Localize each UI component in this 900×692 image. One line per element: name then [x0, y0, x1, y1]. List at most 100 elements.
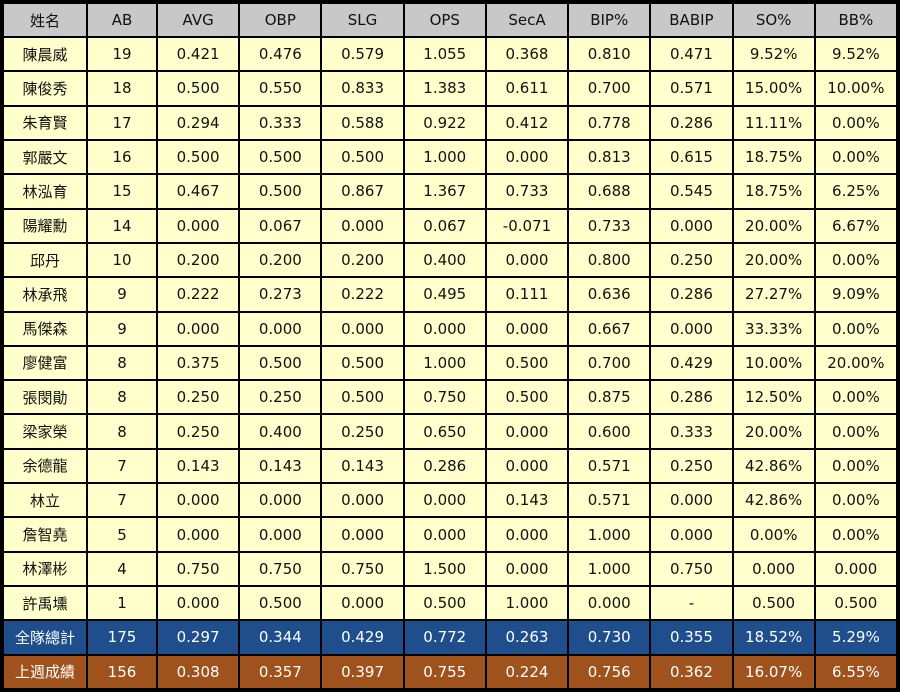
stat-cell: 0.750 [240, 552, 321, 585]
name-cell: 朱育賢 [4, 106, 86, 139]
stat-cell: 0.00% [815, 518, 896, 551]
stat-cell: 0.700 [569, 346, 650, 380]
name-cell: 陽耀勳 [4, 209, 86, 242]
stat-cell: 0.200 [158, 243, 239, 277]
stat-cell: 0.429 [651, 346, 732, 380]
stat-cell: 0.067 [240, 209, 321, 242]
stat-cell: 0.000 [486, 518, 568, 551]
stat-cell: 0.500 [815, 587, 896, 620]
stat-cell: 0.875 [569, 381, 650, 414]
stat-cell: 1.383 [404, 72, 485, 105]
stat-cell: 0.650 [404, 415, 485, 448]
stat-cell: 0.000 [322, 209, 403, 242]
stat-cell: 0.813 [569, 140, 650, 174]
stat-cell: 0.143 [240, 449, 321, 483]
stat-cell: 0.667 [569, 312, 650, 345]
stat-cell: 0.500 [240, 140, 321, 174]
stat-cell: 0.755 [404, 655, 485, 688]
stat-cell: - [651, 587, 732, 620]
stat-cell: 16 [88, 140, 156, 174]
stat-cell: 20.00% [815, 346, 896, 380]
stat-cell: 18.75% [733, 175, 814, 208]
stat-cell: 0.733 [569, 209, 650, 242]
header-cell: OBP [240, 4, 321, 36]
stat-cell: 16.07% [733, 655, 814, 688]
stat-cell: 0.500 [322, 346, 403, 380]
stat-cell: 0.772 [404, 621, 485, 654]
stat-cell: 0.750 [651, 552, 732, 585]
player-row: 林澤彬 4 0.750 0.750 0.750 1.500 0.000 1.000 0.750 0… [4, 552, 896, 585]
stat-cell: 17 [88, 106, 156, 139]
stat-cell: 0.550 [240, 72, 321, 105]
name-cell: 陳俊秀 [4, 72, 86, 105]
player-row: 馬傑森 9 0.000 0.000 0.000 0.000 0.000 0.667 0.000 3… [4, 312, 896, 345]
stat-cell: 0.000 [651, 484, 732, 517]
stat-cell: 0.000 [815, 552, 896, 585]
stat-cell: 0.143 [322, 449, 403, 483]
stat-cell: 0.368 [486, 38, 568, 71]
stat-cell: 0.273 [240, 278, 321, 311]
stat-cell: 11.11% [733, 106, 814, 139]
name-cell: 全隊總計 [4, 621, 86, 654]
player-row: 張閔勛 8 0.250 0.250 0.500 0.750 0.500 0.875 0.286 1… [4, 381, 896, 414]
stat-cell: 19 [88, 38, 156, 71]
header-row: 姓名 AB AVG OBP SLG OPS SecA BIP% BABIP SO% BB% [4, 4, 896, 36]
stat-cell: 0.700 [569, 72, 650, 105]
stat-cell: 0.00% [815, 106, 896, 139]
stat-cell: 42.86% [733, 484, 814, 517]
header-cell: SecA [486, 4, 568, 36]
stat-cell: 0.000 [651, 209, 732, 242]
stat-cell: 0.000 [158, 484, 239, 517]
stat-cell: 0.867 [322, 175, 403, 208]
stat-cell: 0.250 [651, 449, 732, 483]
name-cell: 林承飛 [4, 278, 86, 311]
name-cell: 郭嚴文 [4, 140, 86, 174]
stat-cell: 1.000 [486, 587, 568, 620]
stat-cell: 0.500 [240, 587, 321, 620]
player-row: 陳俊秀 18 0.500 0.550 0.833 1.383 0.611 0.700 0.571… [4, 72, 896, 105]
stat-cell: 8 [88, 415, 156, 448]
stat-cell: -0.071 [486, 209, 568, 242]
stat-cell: 0.357 [240, 655, 321, 688]
stat-cell: 0.000 [486, 140, 568, 174]
team-total-row: 全隊總計 175 0.297 0.344 0.429 0.772 0.263 0.730 0.3… [4, 621, 896, 654]
header-cell: AB [88, 4, 156, 36]
stat-cell: 0.00% [815, 449, 896, 483]
stat-cell: 0.756 [569, 655, 650, 688]
stat-cell: 0.000 [404, 312, 485, 345]
stat-cell: 0.308 [158, 655, 239, 688]
player-row: 余德龍 7 0.143 0.143 0.143 0.286 0.000 0.571 0.250 4… [4, 449, 896, 483]
stat-cell: 0.00% [733, 518, 814, 551]
stat-cell: 175 [88, 621, 156, 654]
stat-cell: 5 [88, 518, 156, 551]
stat-cell: 0.00% [815, 243, 896, 277]
stat-cell: 0.750 [158, 552, 239, 585]
stat-cell: 0.571 [569, 484, 650, 517]
stat-cell: 10.00% [733, 346, 814, 380]
stat-cell: 8 [88, 381, 156, 414]
stat-cell: 0.333 [651, 415, 732, 448]
stat-cell: 0.588 [322, 106, 403, 139]
name-cell: 林立 [4, 484, 86, 517]
stat-cell: 0.286 [404, 449, 485, 483]
stat-cell: 0.400 [240, 415, 321, 448]
header-cell: OPS [404, 4, 485, 36]
stat-cell: 1.000 [404, 140, 485, 174]
stat-cell: 1 [88, 587, 156, 620]
stat-cell: 0.000 [158, 312, 239, 345]
stat-cell: 0.000 [322, 484, 403, 517]
stat-cell: 0.688 [569, 175, 650, 208]
stat-cell: 0.250 [651, 243, 732, 277]
stat-cell: 0.400 [404, 243, 485, 277]
stat-cell: 7 [88, 484, 156, 517]
player-row: 邱丹 10 0.200 0.200 0.200 0.400 0.000 0.800 0.250 2… [4, 243, 896, 277]
player-row: 詹智堯 5 0.000 0.000 0.000 0.000 0.000 1.000 0.000 0… [4, 518, 896, 551]
stat-cell: 10 [88, 243, 156, 277]
stat-cell: 0.250 [322, 415, 403, 448]
stat-cell: 0.733 [486, 175, 568, 208]
stat-cell: 5.29% [815, 621, 896, 654]
stat-cell: 0.000 [322, 312, 403, 345]
stat-cell: 0.579 [322, 38, 403, 71]
stat-cell: 0.471 [651, 38, 732, 71]
